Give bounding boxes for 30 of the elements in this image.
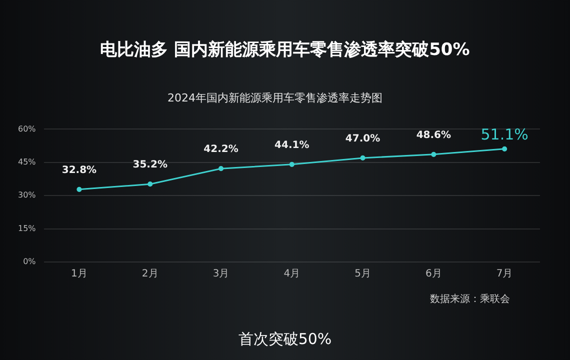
y-tick-label: 45% (18, 157, 36, 166)
text: 首次突破50% (237, 330, 333, 349)
data-label: 32.8% (62, 164, 97, 176)
data-label: 42.2% (204, 144, 238, 156)
chart-title: 电比油多 国内新能源乘用车零售渗透率突破50% (99, 39, 471, 61)
point (360, 155, 366, 161)
x-tick-label: 6月 (425, 268, 442, 280)
point (148, 182, 153, 187)
y-tick-label: 60% (18, 124, 36, 134)
x-tick-label: 5月 (354, 268, 371, 280)
chart-subtitle: 2024年国内新能源乘用车零售渗透率走势图 (168, 91, 382, 104)
y-tick-label: 30% (18, 190, 36, 200)
x-tick-label: 4月 (284, 268, 300, 280)
data-label: 48.6% (416, 130, 452, 142)
y-tick-label: 0% (23, 257, 36, 266)
data-label: 44.1% (274, 140, 310, 151)
source-note: 数据来源：乘联会 (430, 292, 510, 306)
point (289, 162, 294, 167)
x-tick-label: 3月 (212, 268, 230, 280)
point (218, 166, 224, 172)
data-label: 35.2% (132, 160, 168, 171)
point (76, 186, 82, 192)
x-tick-label: 7月 (496, 268, 513, 280)
data-label: 51.1% (480, 125, 528, 144)
data-label: 47.0% (345, 134, 380, 145)
x-tick-label: 2月 (142, 268, 158, 280)
y-tick-label: 15% (18, 224, 36, 233)
x-tick-label: 1月 (71, 268, 88, 280)
point (502, 146, 508, 152)
point (431, 152, 436, 157)
